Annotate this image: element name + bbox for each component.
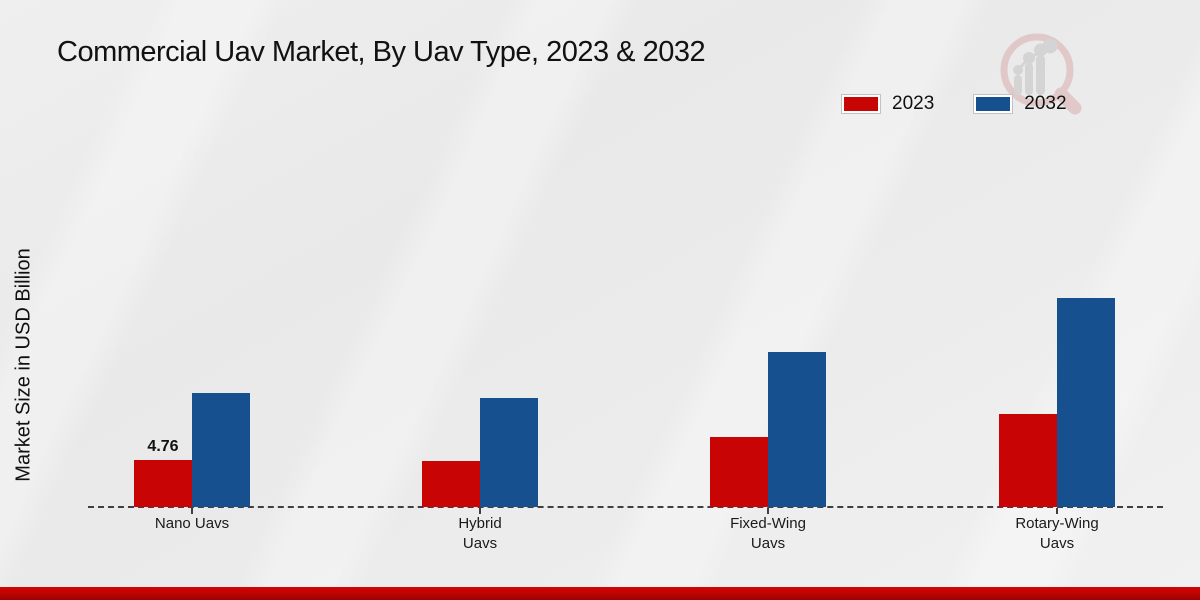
legend: 2023 2032 (842, 93, 1067, 115)
axis-tick-fixed-wing-uavs (767, 508, 769, 514)
legend-swatch-2023 (842, 95, 880, 113)
chart-title: Commercial Uav Market, By Uav Type, 2023… (57, 36, 706, 68)
bar-2032-rotary-wing-uavs (1057, 297, 1115, 507)
bar-2032-hybrid-uavs (480, 398, 538, 507)
axis-tick-nano-uavs (191, 508, 193, 514)
bar-group-hybrid-uavs (422, 398, 538, 507)
bar-2032-nano-uavs (192, 393, 250, 507)
bar-group-nano-uavs (134, 393, 250, 507)
bar-2023-fixed-wing-uavs (710, 436, 768, 507)
axis-tick-hybrid-uavs (479, 508, 481, 514)
footer-accent-bar (0, 587, 1200, 600)
category-label-hybrid-uavs: Hybrid Uavs (458, 515, 502, 553)
category-label-nano-uavs: Nano Uavs (154, 515, 230, 532)
legend-label-2023: 2023 (892, 93, 935, 114)
data-label-2023-nano-uavs: 4.76 (147, 438, 179, 455)
bar-group-fixed-wing-uavs (710, 352, 826, 507)
legend-label-2032: 2032 (1024, 93, 1067, 114)
x-axis-baseline (88, 506, 1163, 508)
magnifier-bar-chart-logo-icon (1000, 33, 1082, 115)
bar-2023-nano-uavs (134, 460, 192, 507)
legend-item-2032: 2032 (974, 93, 1067, 115)
legend-swatch-2032 (974, 95, 1013, 113)
category-label-rotary-wing-uavs: Rotary-Wing Uavs (1015, 515, 1099, 553)
category-label-fixed-wing-uavs: Fixed-Wing Uavs (730, 515, 806, 553)
bar-2023-rotary-wing-uavs (999, 414, 1057, 507)
bar-2023-hybrid-uavs (422, 460, 480, 507)
legend-item-2023: 2023 (842, 93, 934, 115)
bar-group-rotary-wing-uavs (999, 297, 1115, 507)
axis-tick-rotary-wing-uavs (1056, 508, 1058, 514)
bar-2032-fixed-wing-uavs (768, 352, 826, 507)
